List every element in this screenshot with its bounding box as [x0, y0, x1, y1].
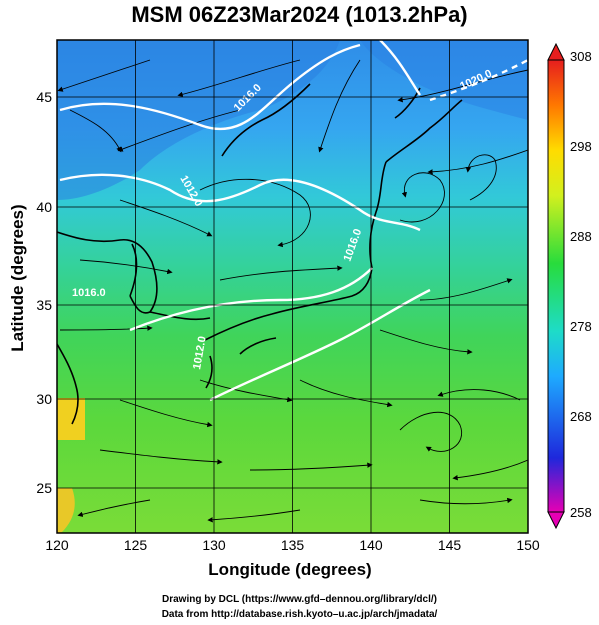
contour-label: 1016.0: [72, 287, 106, 299]
x-tick-label: 135: [281, 537, 305, 553]
y-tick-label: 40: [36, 199, 52, 215]
colorbar-min-arrow: [547, 511, 565, 530]
x-tick-label: 140: [359, 537, 383, 553]
x-tick-label: 130: [202, 537, 226, 553]
y-axis: 25 30 35 40 45: [36, 89, 52, 496]
credit-drawing: Drawing by DCL (https://www.gfd–dennou.o…: [161, 594, 437, 605]
credit-data: Data from http://database.rish.kyoto–u.a…: [161, 609, 438, 620]
cold-air-region-east: [360, 40, 528, 120]
x-axis-label: Longitude (degrees): [208, 560, 372, 579]
y-tick-label: 45: [36, 89, 52, 105]
pressure-contours: [59, 40, 528, 402]
warm-land-patch: [57, 398, 85, 440]
colorbar-tick: 258: [570, 505, 592, 520]
y-tick-label: 30: [36, 391, 52, 407]
wind-streamlines: [57, 59, 528, 523]
y-tick-label: 25: [36, 480, 52, 496]
coastlines: [57, 83, 463, 425]
x-tick-label: 150: [516, 537, 540, 553]
cold-air-region: [57, 40, 340, 200]
colorbar-tick: 278: [570, 319, 592, 334]
y-axis-label: Latitude (degrees): [8, 204, 27, 352]
y-tick-label: 35: [36, 297, 52, 313]
colorbar: 308 298 288 278 268 258: [547, 42, 592, 530]
x-tick-label: 145: [438, 537, 462, 553]
contour-label: 1012.0: [191, 335, 209, 370]
colorbar-max-arrow: [547, 42, 565, 61]
colorbar-tick: 288: [570, 229, 592, 244]
colorbar-bar: [547, 59, 565, 513]
colorbar-tick: 308: [570, 49, 592, 64]
plot-frame: [56, 39, 529, 534]
x-tick-label: 125: [124, 537, 148, 553]
graticule: [57, 40, 528, 533]
x-axis: 120 125 130 135 140 145 150: [45, 537, 540, 553]
colorbar-tick: 268: [570, 409, 592, 424]
x-tick-label: 120: [45, 537, 69, 553]
colorbar-tick: 298: [570, 139, 592, 154]
page-title: MSM 06Z23Mar2024 (1013.2hPa): [131, 2, 468, 27]
taiwan-land: [57, 488, 75, 533]
